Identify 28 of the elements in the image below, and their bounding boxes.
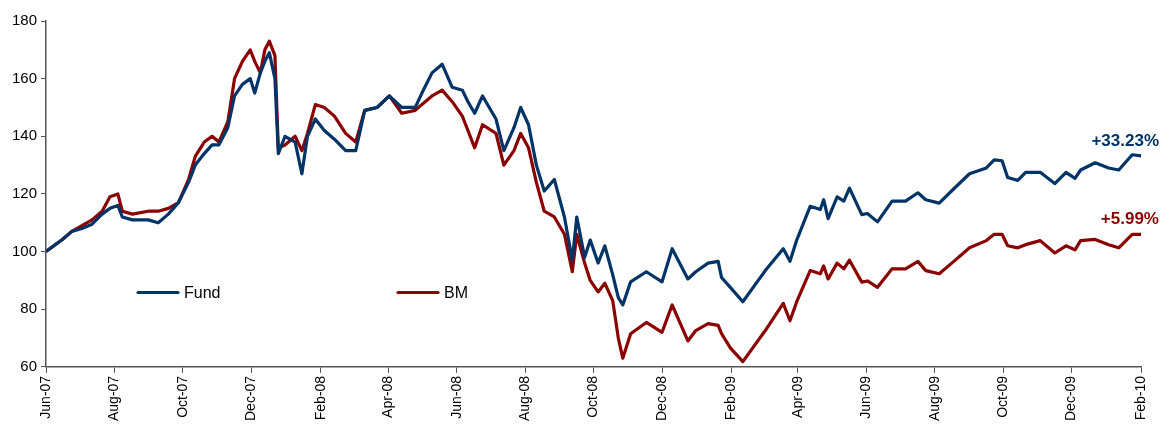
annotation: +33.23% [1091, 130, 1159, 150]
x-tick-label: Oct-09 [994, 375, 1011, 418]
x-tick-label: Aug-07 [105, 375, 122, 422]
x-tick-label: Feb-09 [722, 375, 739, 421]
x-tick-label: Feb-08 [311, 375, 328, 421]
y-tick-label: 80 [20, 299, 38, 317]
x-tick-label: Apr-08 [379, 375, 396, 418]
x-tick-label: Apr-09 [788, 375, 805, 418]
x-tick-label: Dec-08 [652, 375, 669, 421]
y-tick-label: 180 [12, 11, 38, 29]
x-tick-label: Dec-07 [242, 375, 259, 421]
y-tick-label: 140 [12, 126, 38, 144]
x-tick-label: Aug-09 [925, 375, 942, 422]
legend-label: BM [444, 283, 469, 301]
y-tick-label: 120 [12, 184, 38, 202]
x-tick-label: Dec-09 [1062, 375, 1079, 421]
y-tick-label: 160 [12, 68, 38, 86]
legend-label: Fund [184, 283, 221, 301]
x-tick-label: Feb-10 [1132, 375, 1149, 421]
x-tick-label: Aug-08 [516, 375, 533, 422]
x-tick-label: Oct-08 [584, 375, 601, 418]
x-tick-label: Oct-07 [173, 375, 190, 418]
y-tick-label: 100 [12, 241, 38, 259]
annotation: +5.99% [1100, 209, 1159, 229]
x-tick-label: Jun-07 [36, 375, 53, 419]
y-tick-label: 60 [20, 357, 38, 374]
x-tick-label: Jun-08 [447, 375, 464, 419]
x-tick-label: Jun-09 [857, 375, 874, 419]
